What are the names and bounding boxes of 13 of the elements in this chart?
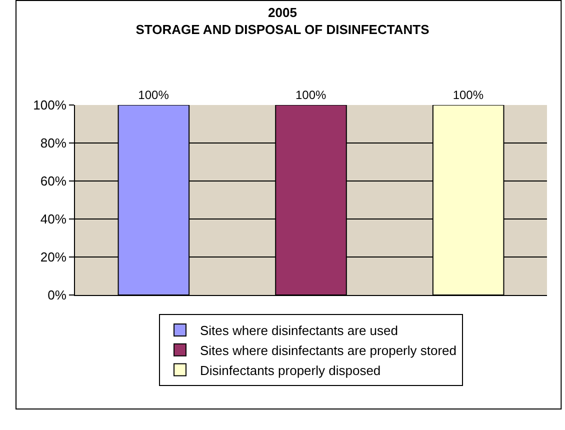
y-tick-label: 0%: [48, 288, 67, 303]
legend-label: Sites where disinfectants are properly stored: [200, 342, 457, 358]
data-label: 100%: [138, 88, 170, 102]
y-tick-label: 100%: [33, 98, 67, 113]
y-tick-label: 60%: [40, 174, 67, 189]
data-label: 100%: [295, 88, 327, 102]
y-tick-label: 80%: [40, 136, 67, 151]
data-label: 100%: [452, 88, 484, 102]
y-tick-label: 40%: [40, 212, 67, 227]
chart-title: 2005 STORAGE AND DISPOSAL OF DISINFECTANTS: [136, 5, 430, 38]
legend-label: Disinfectants properly disposed: [200, 362, 381, 378]
y-tick-label: 20%: [40, 250, 67, 265]
legend-label: Sites where disinfectants are used: [200, 323, 398, 338]
